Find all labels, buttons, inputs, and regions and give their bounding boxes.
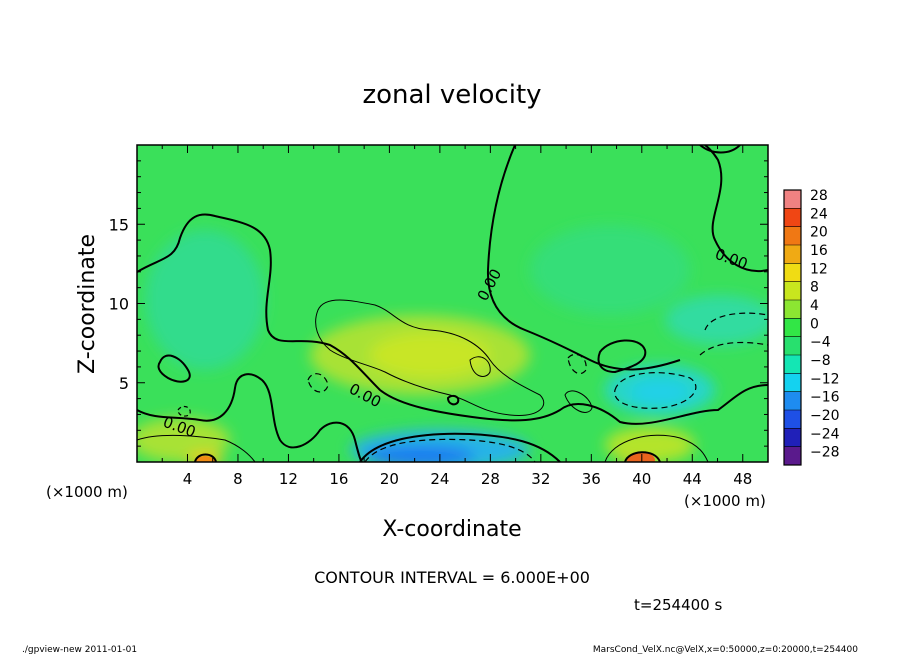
field-patch-positive-core (370, 333, 490, 377)
negative-contour-upper-right-2 (699, 341, 768, 356)
positive-contour-left-low (137, 434, 256, 462)
colorbar-swatch (784, 446, 801, 465)
y-tick-label: 5 (119, 374, 129, 393)
negative-contour-upper-right (704, 312, 768, 331)
x-tick-label: 36 (582, 470, 601, 488)
x-axis-ticks: 4 8 12 16 20 24 28 32 36 40 44 48 (161, 145, 752, 488)
colorbar-label: 28 (810, 188, 828, 204)
footer-right: MarsCond_VelX.nc@VelX,x=0:50000,z=0:2000… (593, 645, 858, 654)
colorbar-label: 24 (810, 206, 828, 222)
zero-contour-bottom-mid (359, 432, 561, 462)
x-tick-label: 16 (329, 470, 348, 488)
colorbar-swatch (784, 300, 801, 319)
colorbar-swatch (784, 336, 801, 355)
colorbar-label: −8 (810, 353, 831, 369)
contours (137, 145, 768, 462)
colorbar-swatch (784, 281, 801, 300)
zero-contour-mid-right (486, 145, 681, 371)
colorbar-swatch (784, 373, 801, 392)
colorbar-label: −4 (810, 335, 831, 351)
colorbar-label: 0 (810, 316, 819, 332)
zero-contour-lower-left (137, 373, 363, 462)
colorbar-swatch (784, 226, 801, 245)
colorbar-label: 8 (810, 280, 819, 296)
colorbar-swatch (784, 410, 801, 429)
x-tick-label: 4 (183, 470, 193, 488)
field-patch-positive-left (137, 418, 230, 462)
y-tick-label: 15 (109, 215, 129, 234)
colorbar-label: 20 (810, 225, 828, 241)
x-tick-label: 24 (430, 470, 449, 488)
time-label: t=254400 s (634, 596, 722, 614)
negative-contour-bottom (364, 438, 536, 462)
contour-interval: CONTOUR INTERVAL = 6.000E+00 (314, 568, 590, 587)
y-tick-label: 10 (109, 295, 129, 314)
colorbar-label: −20 (810, 408, 840, 424)
x-tick-label: 44 (683, 470, 702, 488)
positive-contour-small (469, 356, 491, 377)
positive-contour-center (315, 299, 545, 416)
x-tick-label: 32 (531, 470, 550, 488)
colorbar-swatch (784, 391, 801, 410)
x-unit-note-right: (×1000 m) (684, 492, 766, 510)
x-unit-note-left: (×1000 m) (46, 483, 128, 501)
y-axis-label: Z-coordinate (75, 234, 100, 374)
field-patch-negative-right-core (630, 380, 690, 404)
colorbar: 28 24 20 16 12 8 4 0 −4 −8 −12 −16 −20 −24 −28 (783, 188, 840, 466)
zero-contour-hot-right (624, 451, 661, 462)
field-patch-negative-upper-mid (530, 225, 690, 315)
field-patch-negative-bottom-core (365, 446, 475, 462)
positive-contour-right-low (604, 434, 709, 462)
x-tick-label: 40 (632, 470, 651, 488)
colorbar-swatch (784, 318, 801, 337)
hot-spot-left (195, 456, 215, 462)
x-axis-label: X-coordinate (382, 517, 521, 542)
zero-contour-upper-left (137, 213, 768, 425)
colorbar-swatch (784, 245, 801, 264)
field-patch-negative-upper-right (665, 295, 768, 345)
colorbar-swatch (784, 263, 801, 282)
x-tick-label: 12 (279, 470, 298, 488)
chart-title: zonal velocity (362, 80, 541, 110)
colorbar-label: 4 (810, 298, 819, 314)
colorbar-label: −12 (810, 371, 840, 387)
negative-contour-left-tiny (177, 405, 191, 417)
colorbar-swatch (784, 190, 801, 209)
colorbar-label: −16 (810, 390, 840, 406)
colorbar-swatch (784, 208, 801, 227)
footer-left: ./gpview-new 2011-01-01 (22, 645, 137, 654)
field-patch-negative-left (145, 230, 265, 370)
x-tick-label: 20 (380, 470, 399, 488)
zero-contour-upper-right-small (699, 145, 741, 154)
x-tick-label: 48 (733, 470, 752, 488)
colorbar-label: 12 (810, 261, 828, 277)
y-axis-ticks: 5 10 15 (109, 160, 768, 447)
colorbar-swatch (784, 355, 801, 374)
zero-contour-loop-left (157, 354, 191, 383)
x-tick-label: 28 (481, 470, 500, 488)
zero-contour-loop-right (597, 339, 647, 374)
colorbar-label: −28 (810, 445, 840, 461)
positive-contour-small-right (564, 390, 593, 413)
field-patch-positive-right-low (605, 427, 695, 462)
negative-contour-right (614, 372, 697, 409)
colorbar-swatch (784, 428, 801, 447)
colorbar-label: 16 (810, 243, 828, 259)
plot-area: 0.00 0.00 0.00 0.00 (137, 145, 768, 462)
zero-contour-hot-left (194, 453, 217, 462)
colorbar-label: −24 (810, 426, 840, 442)
x-tick-label: 8 (233, 470, 243, 488)
